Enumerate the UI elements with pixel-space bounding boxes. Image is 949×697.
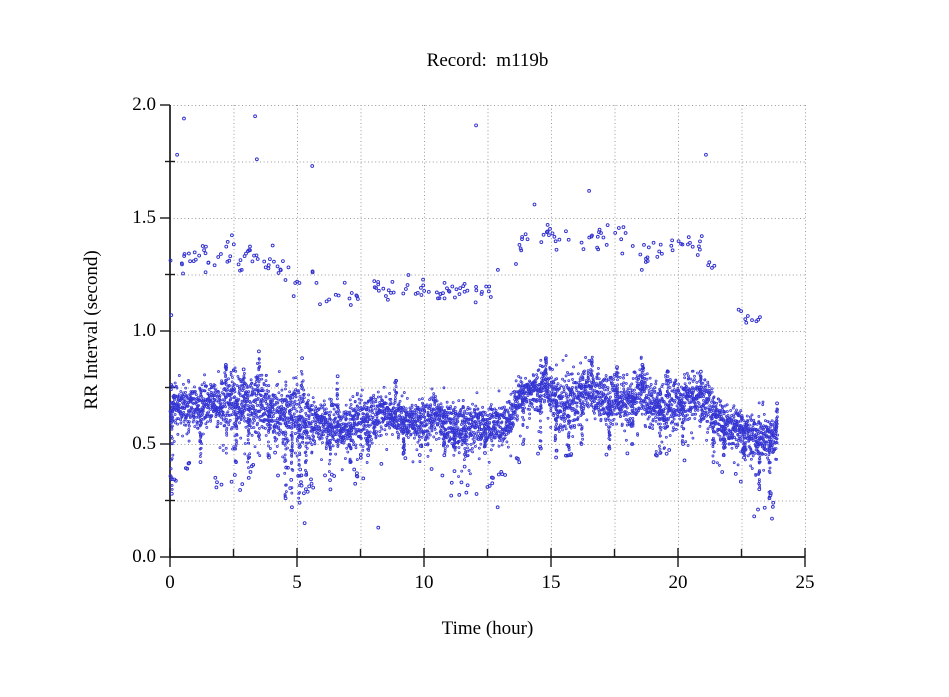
chart-title: Record: m119b — [426, 50, 549, 71]
y-axis-label: RR Interval (second) — [81, 250, 102, 410]
y-tick-label: 0.5 — [132, 433, 156, 454]
x-tick-label: 0 — [165, 572, 175, 593]
y-tick-label: 0.0 — [132, 546, 156, 567]
y-tick-label: 1.0 — [132, 320, 156, 341]
x-tick-label: 20 — [668, 572, 688, 593]
x-tick-label: 10 — [414, 572, 434, 593]
y-tick-label: 1.5 — [132, 207, 156, 228]
x-tick-label: 25 — [795, 572, 815, 593]
x-axis-label: Time (hour) — [441, 618, 534, 639]
x-tick-label: 5 — [292, 572, 302, 593]
y-tick-label: 2.0 — [132, 94, 156, 115]
x-tick-label: 15 — [541, 572, 561, 593]
